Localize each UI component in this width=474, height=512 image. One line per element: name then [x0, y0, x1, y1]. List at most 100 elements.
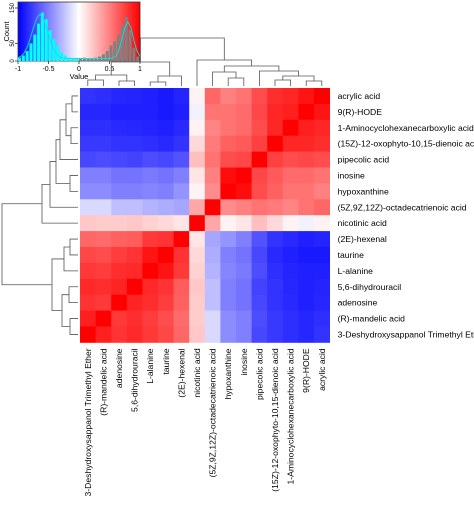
heatmap-cell	[220, 215, 237, 232]
dendrogram-branch	[63, 246, 78, 272]
heatmap-cell	[204, 310, 221, 327]
heatmap-cell	[282, 326, 299, 343]
heatmap-cell	[236, 135, 252, 152]
heatmap-cell	[95, 183, 112, 200]
heatmap-cell	[204, 103, 221, 121]
heatmap-cell	[220, 103, 237, 121]
heatmap-cell	[95, 247, 112, 264]
dendrogram-branch	[69, 238, 78, 256]
dendrogram-branch	[69, 318, 78, 335]
heatmap-cell	[267, 215, 284, 232]
histogram-bar	[86, 58, 90, 61]
heatmap-cell	[314, 215, 330, 232]
heatmap-cell	[298, 215, 315, 232]
heatmap-cell	[189, 310, 206, 327]
heatmap-cell	[282, 119, 299, 137]
histogram-bar	[29, 43, 33, 61]
heatmap-cell	[95, 151, 112, 168]
heatmap-cell	[95, 262, 112, 280]
heatmap-cell	[189, 199, 206, 216]
heatmap-cell	[298, 231, 315, 248]
heatmap-cell	[267, 199, 284, 216]
heatmap-cell	[220, 310, 237, 327]
heatmap-cell	[236, 247, 252, 264]
heatmap-cell	[142, 167, 159, 184]
heatmap-cell	[267, 231, 284, 248]
heatmap-cell	[158, 119, 174, 137]
legend-x-label: Value	[70, 72, 89, 81]
row-label: hypoxanthine	[338, 186, 389, 196]
histogram-bar	[101, 54, 105, 61]
heatmap-cell	[204, 278, 221, 296]
heatmap-cell	[158, 167, 174, 184]
heatmap-cell	[189, 215, 206, 232]
heatmap-cell	[111, 167, 128, 184]
heatmap-cell	[80, 326, 96, 343]
heatmap-cell	[236, 151, 252, 168]
legend-y-label: Count	[2, 21, 11, 42]
legend-x-tick-label: -1	[15, 66, 21, 73]
heatmap-cell	[80, 183, 96, 200]
row-label: (5Z,9Z,12Z)-octadecatrienoic acid	[338, 202, 467, 212]
histogram-bar	[67, 57, 71, 61]
heatmap-cell	[189, 119, 206, 137]
heatmap-cell	[189, 183, 206, 200]
heatmap-cell	[126, 88, 143, 105]
heatmap-cell	[236, 199, 252, 216]
row-label: (2E)-hexenal	[338, 234, 387, 244]
heatmap-cell	[126, 262, 143, 280]
dendrogram-branch	[41, 183, 78, 224]
row-label: nicotinic acid	[338, 218, 387, 228]
heatmap-cell	[189, 247, 206, 264]
heatmap-cell	[220, 231, 237, 248]
heatmap-cell	[158, 103, 174, 121]
heatmap-cell	[298, 88, 315, 105]
heatmap-cell	[314, 135, 330, 152]
histogram-bar	[25, 51, 29, 61]
heatmap-cell	[282, 278, 299, 296]
heatmap-cell	[158, 183, 174, 200]
density-curve	[17, 13, 141, 59]
heatmap-cell	[189, 231, 206, 248]
column-label: L-alanine	[145, 348, 155, 384]
heatmap-cell	[220, 247, 237, 264]
dendrogram-branch	[68, 286, 78, 304]
heatmap-cell	[111, 199, 128, 216]
heatmap-cell	[220, 167, 237, 184]
dendrogram-branch	[59, 119, 78, 160]
heatmap-cell	[189, 151, 206, 168]
heatmap-cell	[95, 278, 112, 296]
histogram-bar	[37, 23, 41, 62]
heatmap-cell	[158, 310, 174, 327]
column-label: adenosine	[114, 348, 124, 388]
heatmap-cell	[126, 231, 143, 248]
heatmap-cell	[142, 294, 159, 311]
row-label: (15Z)-12-oxophyto-10,15-dienoic acid	[338, 139, 474, 149]
histogram-bar	[105, 51, 109, 61]
histogram-bar	[113, 41, 117, 61]
histogram-bar	[18, 57, 22, 61]
histogram-bar	[33, 34, 37, 61]
heatmap-cell	[298, 294, 315, 311]
legend-x-tick-label: 1	[138, 66, 142, 73]
heatmap-cell	[204, 167, 221, 184]
heatmap-cell	[173, 231, 190, 248]
row-label: (R)-mandelic acid	[338, 314, 406, 324]
heatmap-cell	[95, 103, 112, 121]
heatmap-cell	[236, 326, 252, 343]
heatmap-cell	[158, 326, 174, 343]
heatmap-cell	[267, 326, 284, 343]
dendrogram-branch	[118, 80, 135, 86]
heatmap-cell	[267, 119, 284, 137]
heatmap-cell	[220, 135, 237, 152]
heatmap-cell	[189, 135, 206, 152]
heatmap-cell	[142, 262, 159, 280]
heatmap-cell	[189, 88, 206, 105]
heatmap-cell	[204, 262, 221, 280]
column-label: (R)-mandelic acid	[98, 348, 108, 416]
heatmap-cell	[158, 294, 174, 311]
heatmap-cell	[220, 294, 237, 311]
heatmap-cell	[111, 231, 128, 248]
row-label: pipecolic acid	[338, 155, 390, 165]
heatmap-cell	[251, 151, 268, 168]
